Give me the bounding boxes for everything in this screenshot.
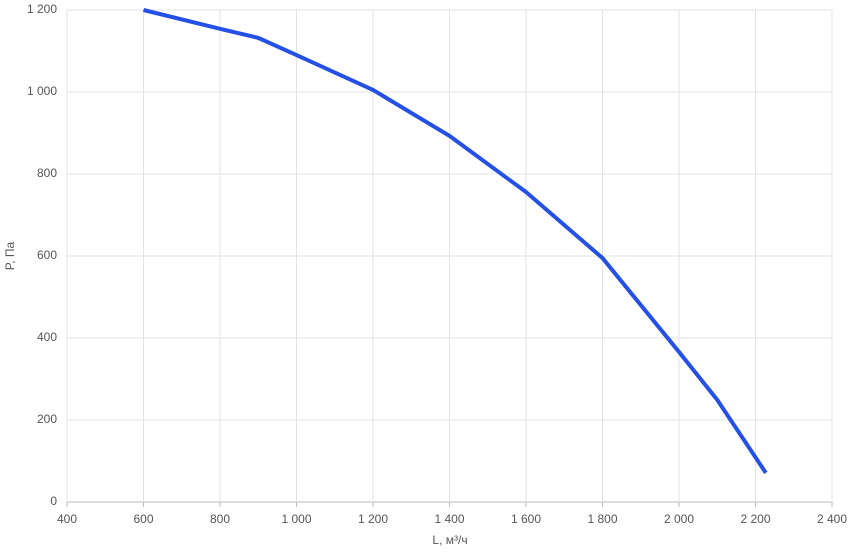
y-tick-label: 200 — [37, 412, 57, 426]
y-tick-label: 1 000 — [27, 84, 57, 98]
x-tick-label: 1 400 — [434, 512, 464, 526]
y-axis-label: P, Па — [3, 241, 17, 270]
y-tick-label: 1 200 — [27, 2, 57, 16]
x-tick-label: 1 200 — [358, 512, 388, 526]
y-tick-label: 800 — [37, 166, 57, 180]
x-tick-label: 800 — [210, 512, 230, 526]
x-tick-label: 2 200 — [740, 512, 770, 526]
x-tick-label: 2 000 — [664, 512, 694, 526]
x-tick-label: 600 — [133, 512, 153, 526]
x-tick-label: 1 000 — [281, 512, 311, 526]
y-tick-label: 600 — [37, 248, 57, 262]
y-tick-label: 400 — [37, 330, 57, 344]
x-tick-label: 400 — [57, 512, 77, 526]
x-axis-label: L, м³/ч — [432, 533, 467, 547]
data-line — [143, 8, 768, 474]
x-tick-label: 2 400 — [817, 512, 847, 526]
x-tick-label: 1 800 — [587, 512, 617, 526]
x-tick-label: 1 600 — [511, 512, 541, 526]
y-tick-label: 0 — [50, 494, 57, 508]
